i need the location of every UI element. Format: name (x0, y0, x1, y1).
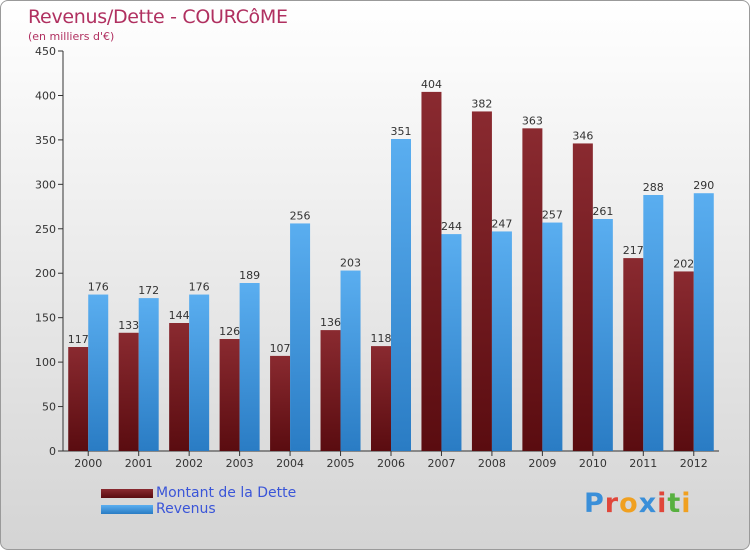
data-label-revenus: 351 (391, 125, 412, 138)
bar-dette (421, 91, 442, 451)
y-tick-label: 50 (42, 401, 56, 414)
y-tick-label: 350 (35, 134, 56, 147)
y-tick-label: 250 (35, 223, 56, 236)
x-tick-label: 2007 (427, 457, 455, 470)
data-label-dette: 404 (421, 78, 442, 91)
x-tick-label: 2009 (528, 457, 556, 470)
x-tick-label: 2002 (175, 457, 203, 470)
data-label-revenus: 257 (542, 209, 563, 222)
data-label-dette: 382 (471, 97, 492, 110)
bar-dette (118, 332, 139, 451)
bar-dette (219, 339, 240, 451)
chart-title: Revenus/Dette - COURCôME (28, 6, 288, 28)
legend-swatch-dette (101, 489, 153, 498)
data-label-dette: 117 (68, 333, 89, 346)
data-label-revenus: 247 (491, 217, 512, 230)
bar-revenus (592, 219, 613, 451)
bar-dette (471, 111, 492, 451)
data-label-dette: 133 (118, 319, 139, 332)
y-tick-label: 150 (35, 312, 56, 325)
logo-letter: r (604, 488, 620, 519)
data-label-revenus: 256 (290, 209, 311, 222)
bar-revenus (693, 193, 714, 451)
bar-revenus (391, 139, 411, 451)
x-tick-label: 2008 (478, 457, 506, 470)
x-tick-label: 2011 (629, 457, 657, 470)
x-tick-label: 2003 (226, 457, 254, 470)
x-tick-label: 2010 (579, 457, 607, 470)
data-label-dette: 346 (572, 129, 593, 142)
data-label-revenus: 244 (441, 220, 462, 233)
data-label-revenus: 176 (88, 281, 109, 294)
legend-label-revenus: Revenus (156, 501, 216, 517)
data-label-revenus: 288 (643, 181, 664, 194)
x-tick-label: 2006 (377, 457, 405, 470)
bar-dette (522, 128, 543, 451)
bar-dette (169, 323, 190, 451)
legend-label-dette: Montant de la Dette (156, 485, 297, 501)
bar-revenus (239, 283, 260, 451)
logo-letter: i (657, 488, 668, 519)
bar-revenus (340, 270, 361, 451)
x-tick-label: 2005 (327, 457, 355, 470)
logo-letter: t (667, 488, 682, 519)
data-label-revenus: 176 (189, 281, 210, 294)
x-tick-label: 2004 (276, 457, 304, 470)
y-tick-label: 300 (35, 178, 56, 191)
data-label-dette: 118 (371, 332, 392, 345)
y-tick-label: 200 (35, 267, 56, 280)
logo-letter: P (584, 488, 605, 519)
bar-revenus (441, 234, 462, 451)
bar-revenus (643, 195, 664, 451)
bar-revenus (491, 231, 512, 451)
chart-subtitle: (en milliers d'€) (28, 30, 115, 43)
bar-dette (320, 330, 341, 451)
proxiti-logo: Proxiti (584, 488, 692, 519)
data-label-dette: 136 (320, 316, 341, 329)
data-label-dette: 126 (219, 325, 240, 338)
data-label-dette: 202 (673, 257, 694, 270)
bar-revenus (88, 294, 109, 451)
bar-dette (623, 258, 644, 451)
x-tick-label: 2012 (680, 457, 708, 470)
bar-dette (270, 355, 291, 451)
y-tick-label: 450 (35, 45, 56, 58)
bar-revenus (290, 223, 311, 451)
data-label-dette: 217 (623, 244, 644, 257)
bar-dette (68, 347, 89, 451)
x-tick-label: 2000 (74, 457, 102, 470)
bar-revenus (189, 294, 210, 451)
data-label-dette: 107 (270, 342, 291, 355)
x-tick-label: 2001 (125, 457, 153, 470)
y-tick-label: 100 (35, 356, 56, 369)
data-label-revenus: 261 (592, 205, 613, 218)
bar-revenus (138, 298, 159, 451)
y-tick-label: 0 (49, 445, 56, 458)
data-label-dette: 144 (169, 309, 190, 322)
logo-letter: o (619, 488, 639, 519)
logo-letter: x (638, 488, 658, 519)
y-tick-label: 400 (35, 89, 56, 102)
legend-swatch-revenus (101, 505, 153, 514)
data-label-revenus: 203 (340, 257, 361, 270)
data-label-dette: 363 (522, 114, 543, 127)
data-label-revenus: 189 (239, 269, 260, 282)
data-label-revenus: 290 (693, 179, 714, 192)
bar-revenus (542, 222, 563, 451)
logo-letter: i (681, 488, 692, 519)
data-label-revenus: 172 (138, 284, 159, 297)
bar-dette (572, 143, 593, 451)
bar-dette (673, 271, 694, 451)
bar-dette (371, 346, 391, 451)
